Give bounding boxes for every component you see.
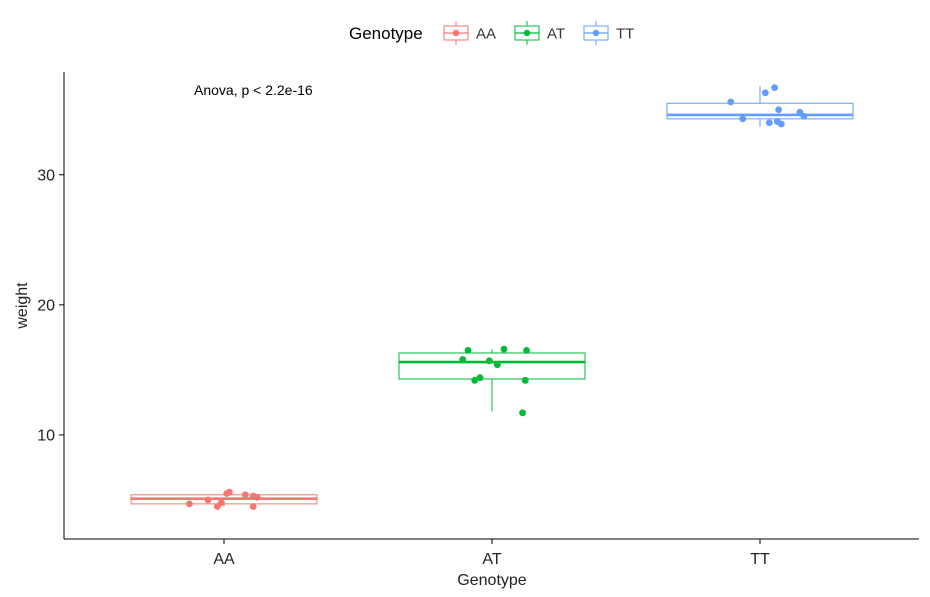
data-point	[777, 120, 785, 128]
data-point	[464, 346, 472, 354]
data-point	[225, 488, 233, 496]
y-tick-label: 20	[37, 297, 55, 314]
data-point	[523, 346, 530, 354]
y-axis-ticks: 10 20 30	[37, 167, 64, 444]
legend-title: Genotype	[349, 24, 423, 43]
legend-key-point	[452, 29, 460, 37]
x-axis-title: Genotype	[457, 572, 526, 589]
data-point	[485, 357, 493, 365]
legend-label: AA	[476, 26, 496, 43]
y-tick-label: 30	[37, 167, 55, 184]
data-point	[500, 345, 508, 353]
data-point	[204, 496, 212, 504]
legend-label: AT	[547, 26, 565, 43]
data-point	[493, 361, 501, 369]
legend-key-at: AT	[514, 21, 565, 45]
legend-key-tt: TT	[583, 21, 634, 45]
x-axis-ticks: AA AT TT	[213, 539, 770, 568]
data-point	[775, 106, 783, 114]
data-point	[241, 491, 249, 499]
data-point	[519, 409, 526, 417]
anova-annotation: Anova, p < 2.2e-16	[194, 82, 313, 98]
legend-label: TT	[616, 26, 634, 43]
data-point	[761, 89, 769, 97]
x-tick-label: AT	[482, 551, 501, 568]
y-tick-label: 10	[37, 427, 55, 444]
plot-area	[130, 84, 854, 510]
box-group-tt	[666, 84, 854, 128]
data-point	[727, 98, 735, 106]
data-point	[471, 376, 479, 384]
legend-key-aa: AA	[443, 21, 496, 45]
data-point	[521, 376, 529, 384]
legend-key-point	[523, 29, 531, 37]
data-point	[771, 84, 779, 92]
x-tick-label: TT	[750, 551, 770, 568]
legend: Genotype AA AT TT	[349, 21, 634, 45]
data-point	[249, 503, 257, 510]
data-point	[186, 500, 193, 508]
data-point	[765, 119, 773, 127]
x-tick-label: AA	[213, 551, 235, 568]
box-iqr	[398, 352, 586, 380]
data-point	[217, 499, 225, 506]
data-point	[459, 356, 467, 363]
y-axis-title: weight	[14, 282, 31, 330]
data-point	[739, 115, 747, 123]
box-group-at	[398, 345, 586, 417]
box-iqr	[666, 102, 854, 120]
data-point	[476, 374, 484, 382]
legend-key-point	[592, 29, 600, 37]
data-point	[253, 493, 261, 501]
box-group-aa	[130, 488, 318, 510]
data-point	[800, 112, 808, 120]
